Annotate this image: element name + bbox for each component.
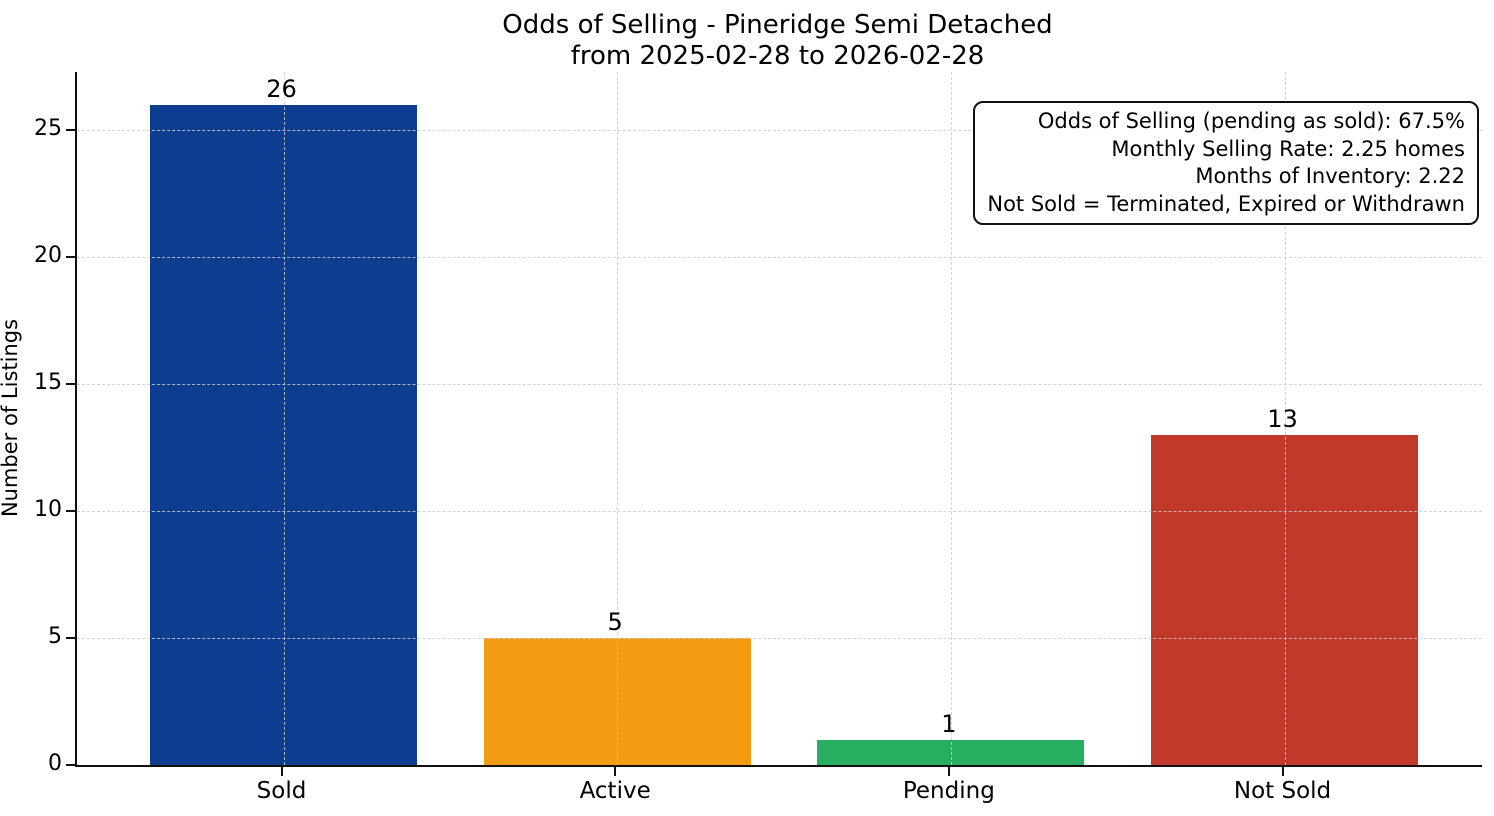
stat-months-of-inventory: Months of Inventory: 2.22: [1195, 164, 1465, 188]
chart-title: Odds of Selling - Pineridge Semi Detache…: [75, 10, 1480, 72]
y-tick-mark: [66, 764, 75, 766]
bar-pending: [817, 739, 1085, 765]
x-tick-mark: [614, 767, 617, 776]
y-tick-label: 5: [48, 624, 62, 650]
x-tick-label-not-sold: Not Sold: [1233, 778, 1332, 804]
stat-odds-of-selling: Odds of Selling (pending as sold): 67.5%: [1037, 109, 1465, 133]
v-gridline: [950, 72, 952, 765]
chart-title-line2: from 2025-02-28 to 2026-02-28: [570, 41, 985, 71]
bar-value-label-sold: 26: [266, 75, 297, 103]
x-tick-mark: [1281, 767, 1284, 776]
bar-active: [483, 638, 751, 765]
bar-not-sold: [1151, 435, 1418, 765]
bar-value-label-not-sold: 13: [1267, 405, 1298, 433]
stats-annotation-box: Odds of Selling (pending as sold): 67.5%…: [973, 101, 1479, 225]
x-tick-mark: [947, 767, 950, 776]
y-tick-mark: [66, 129, 75, 132]
x-tick-label-active: Active: [579, 778, 651, 804]
y-tick-label: 10: [34, 497, 62, 523]
y-axis-label: Number of Listings: [0, 318, 22, 518]
y-tick-label: 0: [48, 751, 62, 776]
x-tick-label-pending: Pending: [902, 778, 995, 804]
x-tick-mark: [280, 767, 283, 776]
y-tick-label: 25: [34, 116, 62, 142]
y-tick-mark: [66, 256, 75, 259]
stat-monthly-selling-rate: Monthly Selling Rate: 2.25 homes: [1111, 136, 1465, 161]
y-tick-mark: [66, 510, 75, 513]
bar-value-label-active: 5: [607, 608, 623, 637]
y-tick-label: 15: [34, 370, 62, 396]
chart-title-line1: Odds of Selling - Pineridge Semi Detache…: [502, 10, 1053, 40]
bar-value-label-pending: 1: [941, 709, 957, 738]
y-tick-mark: [66, 383, 75, 386]
x-tick-label-sold: Sold: [256, 778, 307, 804]
y-tick-label: 20: [34, 243, 62, 269]
stat-not-sold-definition: Not Sold = Terminated, Expired or Withdr…: [987, 191, 1465, 216]
y-tick-mark: [66, 637, 75, 640]
bar-sold: [150, 105, 417, 765]
